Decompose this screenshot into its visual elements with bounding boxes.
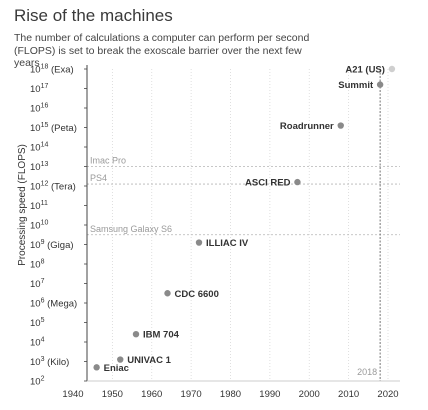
- y-axis-label: Processing speed (FLOPS): [17, 144, 28, 266]
- y-tick-label: 103 (Kilo): [30, 356, 69, 368]
- data-point: [132, 331, 140, 338]
- data-point-label: IBM 704: [143, 330, 180, 341]
- y-tick-label: 1014: [30, 142, 48, 154]
- y-tick-label: 1015 (Peta): [30, 122, 77, 134]
- x-tick-label: 1960: [141, 389, 162, 400]
- grid-layer: [111, 69, 389, 381]
- data-point: [93, 364, 100, 371]
- x-tick-label: 2010: [338, 389, 359, 400]
- data-point-label: ILLIAC IV: [206, 238, 249, 249]
- data-point-label: Roadrunner: [280, 121, 334, 132]
- data-point: [117, 356, 124, 363]
- chart-subtitle: The number of calculations a computer ca…: [14, 32, 310, 69]
- y-tick-label: 1013: [30, 161, 48, 173]
- data-point-label: UNIVAC 1: [127, 355, 171, 366]
- x-tick-label: 1980: [220, 389, 241, 400]
- y-tick-label: 1017: [30, 83, 48, 95]
- y-tick-label: 1018 (Exa): [30, 64, 74, 76]
- data-point-label: A21 (US): [345, 65, 385, 76]
- data-point: [337, 122, 344, 129]
- data-point-label: Eniac: [104, 363, 129, 374]
- chart-title: Rise of the machines: [14, 6, 173, 25]
- y-tick-label: 109 (Giga): [30, 239, 74, 251]
- data-point: [164, 290, 171, 297]
- reference-line-label: Samsung Galaxy S6: [90, 224, 172, 234]
- y-tick-label: 1012 (Tera): [30, 181, 76, 193]
- x-tick-label: 2000: [299, 389, 320, 400]
- year-marker: 2018: [357, 69, 381, 381]
- marker-label: 2018: [357, 367, 377, 377]
- y-tick-label: 105: [30, 317, 45, 329]
- data-point: [294, 178, 301, 186]
- y-tick-label: 108: [30, 259, 45, 271]
- x-tick-label: 2020: [377, 389, 398, 400]
- y-tick-label: 1011: [30, 200, 48, 212]
- y-tick-label: 106 (Mega): [30, 298, 77, 310]
- y-tick-label: 107: [30, 278, 45, 290]
- y-tick-label: 1016: [30, 103, 48, 115]
- x-tick-label: 1970: [181, 389, 202, 400]
- x-tick-label: 1990: [259, 389, 280, 400]
- data-point: [195, 239, 203, 246]
- y-tick-label: 102: [30, 376, 45, 388]
- reference-line-label: PS4: [90, 173, 107, 183]
- data-point-label: ASCI RED: [245, 178, 291, 189]
- x-tick-labels: 1940 1950 1960 1970 1980 1990 2000 2010 2020: [62, 389, 398, 400]
- x-tick-label: 1950: [102, 389, 123, 400]
- reference-line-label: Imac Pro: [90, 156, 126, 166]
- x-tick-label: 1940: [62, 389, 83, 400]
- y-tick-label: 104: [30, 337, 45, 349]
- y-tick-label: 1010: [30, 220, 48, 232]
- y-tick-labels: 1018 (Exa) 1017 1016 1015 (Peta) 1014 1013 101…: [30, 64, 77, 388]
- data-point-label: Summit: [338, 80, 374, 91]
- data-point-label: CDC 6600: [175, 289, 219, 300]
- data-point: [388, 65, 396, 73]
- axes-layer: [84, 65, 400, 382]
- reference-lines: Imac Pro PS4 Samsung Galaxy S6: [87, 156, 400, 236]
- data-point: [376, 81, 384, 88]
